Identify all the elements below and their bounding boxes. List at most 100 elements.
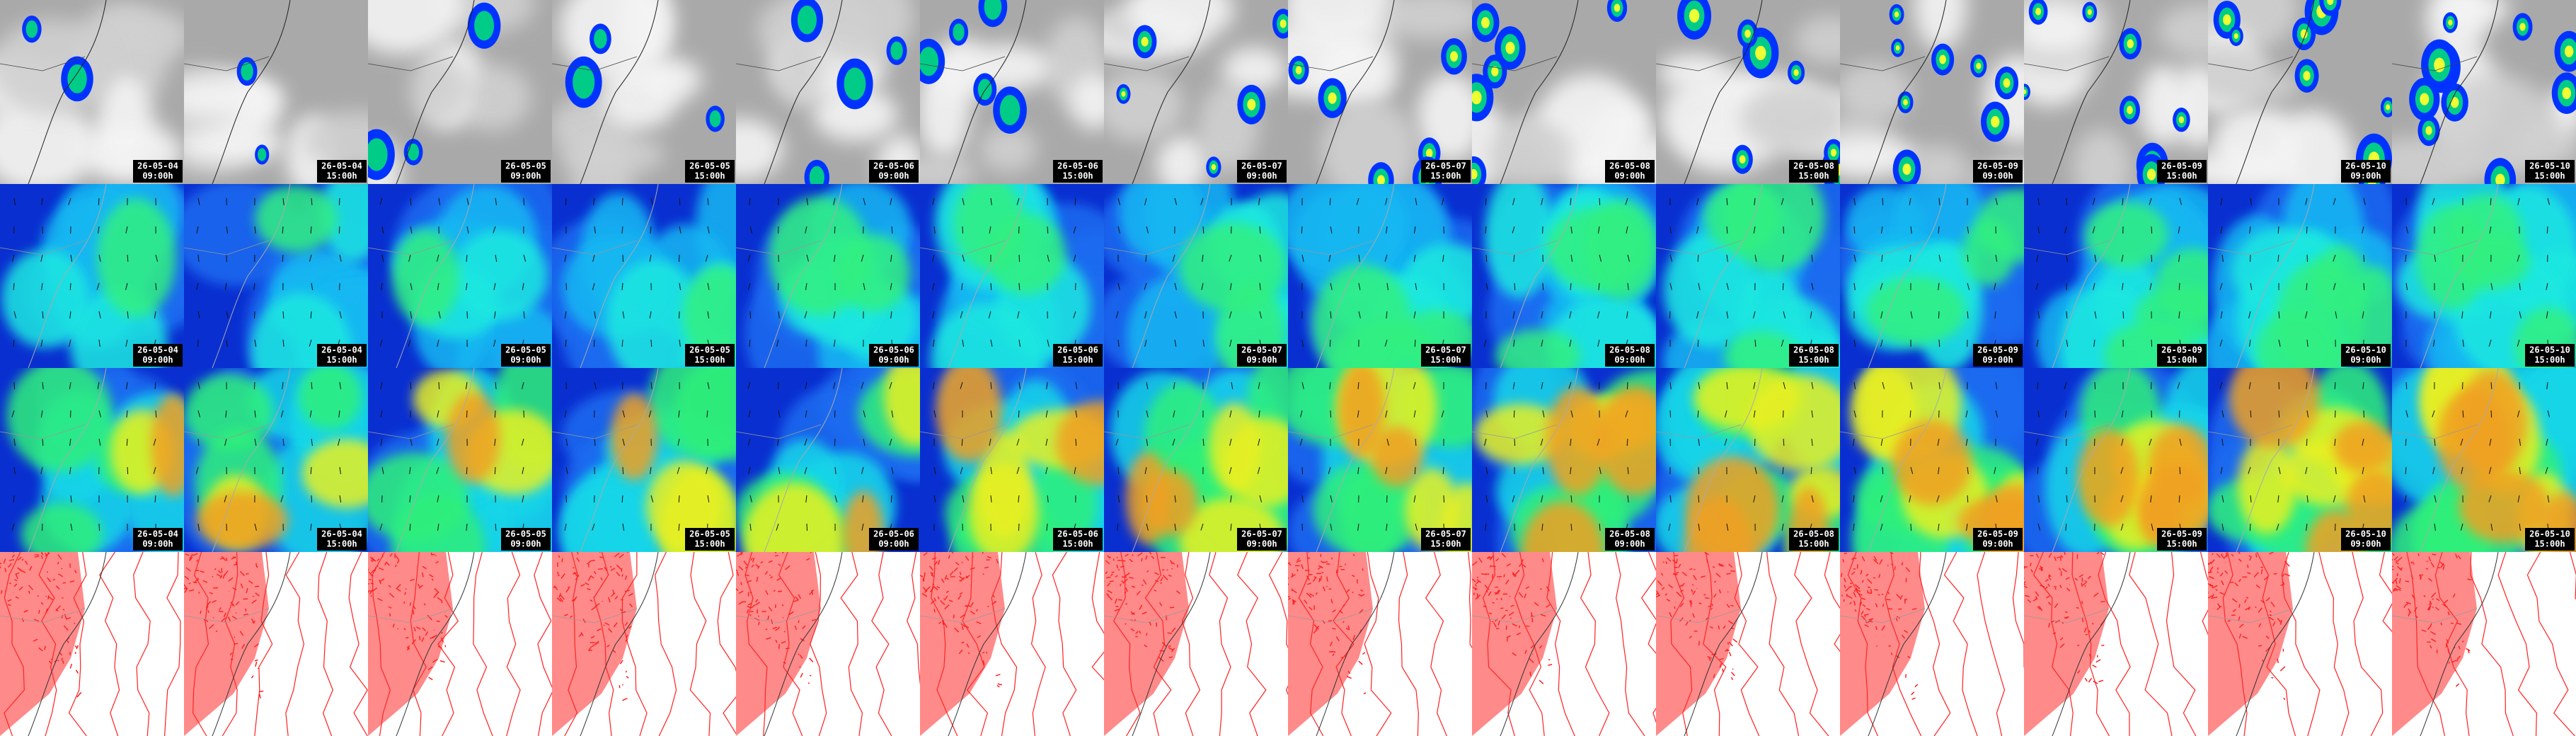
wind-barb bbox=[2488, 495, 2492, 502]
wind-barb bbox=[747, 438, 751, 446]
wind-barb bbox=[1994, 311, 1996, 318]
border bbox=[552, 240, 638, 255]
tile-content bbox=[1656, 552, 1840, 736]
tile-content bbox=[184, 184, 368, 368]
wind-barb bbox=[380, 381, 383, 389]
wind-barb bbox=[1781, 339, 1784, 347]
field bbox=[1663, 232, 1759, 347]
time-label: 09:00h bbox=[2350, 171, 2381, 181]
time-label: 15:00h bbox=[1798, 171, 1829, 181]
field bbox=[884, 368, 920, 446]
wind-barb bbox=[805, 381, 807, 389]
wind-barb bbox=[197, 438, 200, 447]
wind-barb bbox=[2064, 226, 2067, 234]
wind-barb bbox=[339, 254, 342, 262]
time-label: 15:00h bbox=[326, 355, 357, 365]
wind-barb bbox=[2405, 523, 2408, 531]
wind-barb bbox=[1415, 282, 1418, 290]
wind-barb bbox=[749, 197, 751, 205]
wind-barb bbox=[96, 282, 100, 290]
wind-barb bbox=[197, 311, 200, 318]
contour bbox=[1091, 552, 1104, 681]
precip bbox=[2223, 14, 2231, 25]
border bbox=[0, 608, 86, 623]
cloud bbox=[773, 27, 824, 107]
map-tile bbox=[736, 552, 920, 736]
wind-barb bbox=[863, 438, 866, 446]
wind-barb bbox=[1995, 381, 1998, 389]
precip bbox=[1295, 66, 1302, 74]
wind-barb bbox=[564, 254, 567, 262]
wind-barb bbox=[1995, 495, 1998, 502]
wind-barb bbox=[1202, 339, 1204, 347]
wind-barb bbox=[2278, 466, 2281, 474]
precip bbox=[1280, 19, 1287, 28]
wind-barb bbox=[1384, 254, 1388, 262]
wind-barb bbox=[1811, 197, 1813, 205]
date-label: 26-05-10 bbox=[2529, 345, 2570, 355]
wind-barb bbox=[1144, 339, 1147, 347]
contour-dense bbox=[1362, 652, 1366, 655]
wind-barb bbox=[1570, 282, 1572, 291]
wind-barb bbox=[833, 197, 836, 205]
contour bbox=[1794, 552, 1829, 736]
contour-dense bbox=[76, 645, 79, 650]
wind-barb bbox=[1146, 438, 1149, 446]
tile-content bbox=[736, 552, 920, 736]
date-label: 26-05-10 bbox=[2529, 161, 2570, 171]
precip bbox=[2450, 97, 2459, 108]
wind-barb bbox=[495, 381, 497, 389]
wind-barb bbox=[1115, 311, 1119, 318]
border bbox=[736, 608, 822, 623]
wind-barb bbox=[466, 410, 468, 418]
border bbox=[736, 56, 822, 71]
field bbox=[2155, 248, 2208, 323]
wind-barb bbox=[806, 254, 809, 262]
wind-barb bbox=[1386, 226, 1388, 234]
border bbox=[552, 56, 638, 71]
wind-barb bbox=[1229, 311, 1232, 318]
wind-barb bbox=[679, 226, 682, 234]
label-box bbox=[869, 160, 919, 183]
coastline bbox=[580, 552, 659, 736]
border bbox=[1104, 608, 1190, 623]
wind-barb bbox=[2276, 523, 2279, 531]
wind-barb bbox=[69, 381, 71, 389]
precip bbox=[1939, 54, 1946, 64]
wind-barb bbox=[2120, 523, 2124, 531]
wind-barb bbox=[621, 226, 623, 234]
contour-dense bbox=[2466, 648, 2471, 652]
wind-barb bbox=[1330, 495, 1333, 502]
wind-barb bbox=[932, 339, 935, 347]
wind-barb bbox=[749, 495, 752, 502]
precip bbox=[1744, 29, 1751, 38]
wind-barb bbox=[11, 254, 15, 262]
time-label: 09:00h bbox=[510, 539, 541, 549]
field bbox=[985, 213, 1066, 295]
wind-barb bbox=[2219, 339, 2223, 347]
wind-barb bbox=[2519, 438, 2522, 446]
wind-barb bbox=[1018, 339, 1021, 347]
wind-barb bbox=[1018, 282, 1020, 291]
field bbox=[321, 184, 368, 263]
wind-barb bbox=[1811, 495, 1814, 502]
wind-barb bbox=[1258, 410, 1260, 418]
contour bbox=[1268, 552, 1288, 696]
wind-barb bbox=[282, 381, 284, 389]
border bbox=[2208, 56, 2294, 71]
wind-barb bbox=[1413, 495, 1416, 502]
field bbox=[2333, 420, 2392, 473]
field bbox=[1495, 329, 1581, 368]
wind-barb bbox=[1938, 523, 1940, 531]
date-label: 26-05-04 bbox=[137, 345, 178, 355]
wind-barb bbox=[2066, 495, 2068, 502]
coastline bbox=[2052, 552, 2131, 736]
